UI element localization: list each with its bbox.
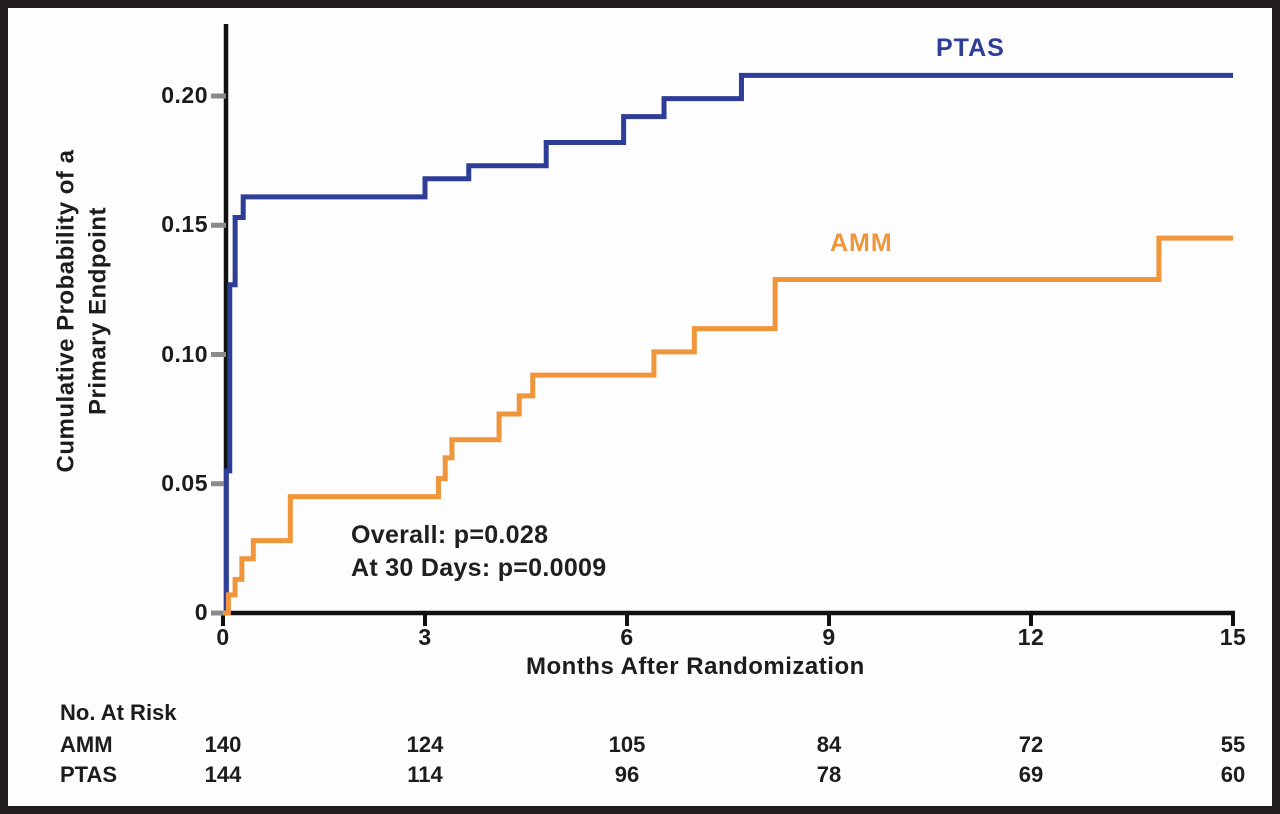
y-tick-label: 0	[194, 599, 208, 625]
legend-label-ptas: PTAS	[936, 34, 1005, 62]
risk-value-ptas: 114	[407, 762, 443, 787]
y-axis-title-line1: Cumulative Probability of a	[52, 149, 80, 473]
annotation-30day-pvalue: At 30 Days: p=0.0009	[351, 554, 607, 582]
risk-value-amm: 140	[204, 732, 242, 757]
risk-value-amm: 72	[1018, 732, 1044, 757]
risk-value-ptas: 96	[614, 762, 640, 787]
x-tick-label: 15	[1219, 624, 1247, 650]
risk-value-amm: 124	[406, 732, 444, 757]
risk-table-title: No. At Risk	[60, 700, 177, 725]
risk-row-label-amm: AMM	[60, 732, 113, 757]
risk-value-amm: 105	[608, 732, 646, 757]
x-tick-label: 3	[418, 624, 432, 650]
risk-value-ptas: 69	[1018, 762, 1044, 787]
y-axis-title-line2: Primary Endpoint	[85, 206, 112, 416]
x-axis-title: Months After Randomization	[526, 653, 865, 680]
legend-label-amm: AMM	[830, 229, 893, 257]
risk-value-ptas: 60	[1220, 762, 1246, 787]
x-tick-label: 12	[1017, 624, 1045, 650]
risk-row-label-ptas: PTAS	[60, 762, 118, 787]
risk-value-amm: 84	[816, 732, 842, 757]
y-tick-label: 0.15	[161, 211, 208, 237]
y-tick-label: 0.05	[161, 470, 208, 496]
risk-value-ptas: 78	[816, 762, 842, 787]
y-tick-label: 0.10	[161, 341, 208, 367]
x-tick-label: 0	[216, 624, 230, 650]
x-tick-label: 9	[822, 624, 836, 650]
y-axis-title: Cumulative Probability of a Primary Endp…	[51, 150, 116, 473]
risk-value-ptas: 144	[204, 762, 242, 787]
annotation-overall-pvalue: Overall: p=0.028	[351, 521, 549, 549]
x-tick-label: 6	[620, 624, 634, 650]
y-tick-label: 0.20	[161, 82, 208, 108]
series-curve-amm	[223, 235, 1233, 616]
series-curve-ptas	[223, 72, 1233, 616]
kaplan-meier-chart	[211, 24, 1235, 626]
risk-value-amm: 55	[1220, 732, 1246, 757]
